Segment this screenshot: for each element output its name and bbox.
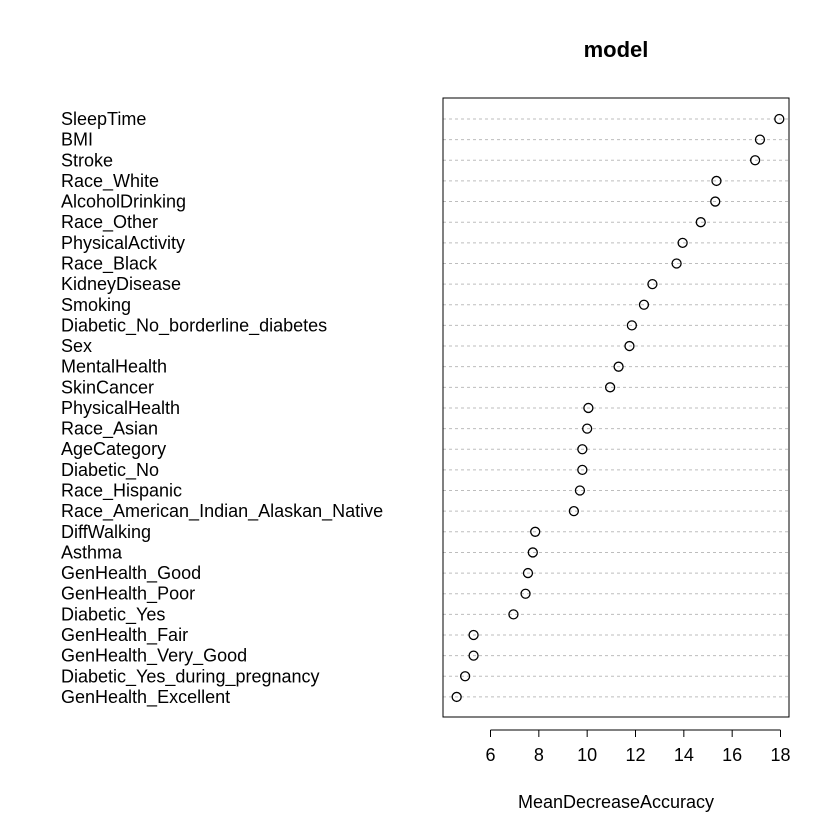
data-point xyxy=(574,485,586,496)
data-point xyxy=(613,361,624,372)
data-point xyxy=(451,691,462,703)
data-point xyxy=(522,567,534,579)
data-point xyxy=(568,506,580,517)
category-label: Race_Black xyxy=(61,253,158,274)
data-point xyxy=(520,588,531,599)
data-point xyxy=(754,134,766,145)
data-point xyxy=(626,320,638,331)
category-label: Diabetic_No xyxy=(61,460,159,481)
data-point xyxy=(710,196,721,207)
x-tick-label: 8 xyxy=(534,745,544,765)
data-point xyxy=(583,402,594,414)
category-label: Race_Hispanic xyxy=(61,481,182,502)
x-tick-label: 6 xyxy=(485,745,495,765)
category-label: DiffWalking xyxy=(61,522,151,542)
category-label: Diabetic_Yes xyxy=(61,604,165,625)
data-point xyxy=(582,423,593,434)
data-point xyxy=(638,299,650,310)
category-label: Diabetic_Yes_during_pregnancy xyxy=(61,666,320,687)
x-axis-label: MeanDecreaseAccuracy xyxy=(518,792,714,812)
data-point xyxy=(677,237,688,248)
data-point xyxy=(468,629,479,641)
category-label: Sex xyxy=(61,336,92,356)
category-label: PhysicalActivity xyxy=(61,233,185,253)
category-label: SkinCancer xyxy=(61,377,154,397)
plot-frame xyxy=(442,97,790,718)
data-point xyxy=(577,444,588,455)
category-label: MentalHealth xyxy=(61,357,167,377)
data-point xyxy=(468,650,479,661)
category-labels: SleepTimeBMIStrokeRace_WhiteAlcoholDrink… xyxy=(61,109,383,708)
data-point xyxy=(459,671,471,682)
data-point xyxy=(695,217,706,228)
category-label: AlcoholDrinking xyxy=(61,192,186,212)
x-tick-label: 16 xyxy=(722,745,742,765)
data-point xyxy=(577,464,588,476)
category-label: PhysicalHealth xyxy=(61,398,180,418)
data-point xyxy=(671,258,682,269)
x-tick-label: 10 xyxy=(577,745,597,765)
category-label: GenHealth_Fair xyxy=(61,625,188,646)
category-label: Asthma xyxy=(61,542,123,562)
category-label: GenHealth_Poor xyxy=(61,584,195,605)
data-point xyxy=(624,340,635,352)
data-point xyxy=(508,609,519,620)
x-axis: 6 8 10 12 14 16 18 xyxy=(485,729,791,765)
category-label: GenHealth_Excellent xyxy=(61,687,230,708)
category-label: BMI xyxy=(61,130,93,150)
grid-lines xyxy=(443,118,789,698)
x-tick-label: 18 xyxy=(770,745,790,765)
data-point xyxy=(527,547,538,558)
category-label: Race_Asian xyxy=(61,419,158,440)
category-label: Race_American_Indian_Alaskan_Native xyxy=(61,501,383,522)
data-point xyxy=(774,113,785,125)
category-label: AgeCategory xyxy=(61,439,166,459)
data-point xyxy=(604,382,616,393)
data-point xyxy=(647,278,658,290)
category-label: GenHealth_Very_Good xyxy=(61,646,247,667)
category-label: SleepTime xyxy=(61,109,146,129)
category-label: Smoking xyxy=(61,295,131,315)
chart-title: model xyxy=(584,37,649,62)
data-point xyxy=(749,155,761,166)
category-label: GenHealth_Good xyxy=(61,563,201,584)
data-point xyxy=(711,175,722,187)
x-tick-label: 14 xyxy=(674,745,694,765)
data-point xyxy=(530,526,541,537)
category-label: Race_White xyxy=(61,171,159,192)
category-label: KidneyDisease xyxy=(61,274,181,294)
category-label: Stroke xyxy=(61,150,113,170)
category-label: Race_Other xyxy=(61,212,158,233)
x-tick-label: 12 xyxy=(625,745,645,765)
category-label: Diabetic_No_borderline_diabetes xyxy=(61,315,327,336)
data-points xyxy=(451,113,785,703)
